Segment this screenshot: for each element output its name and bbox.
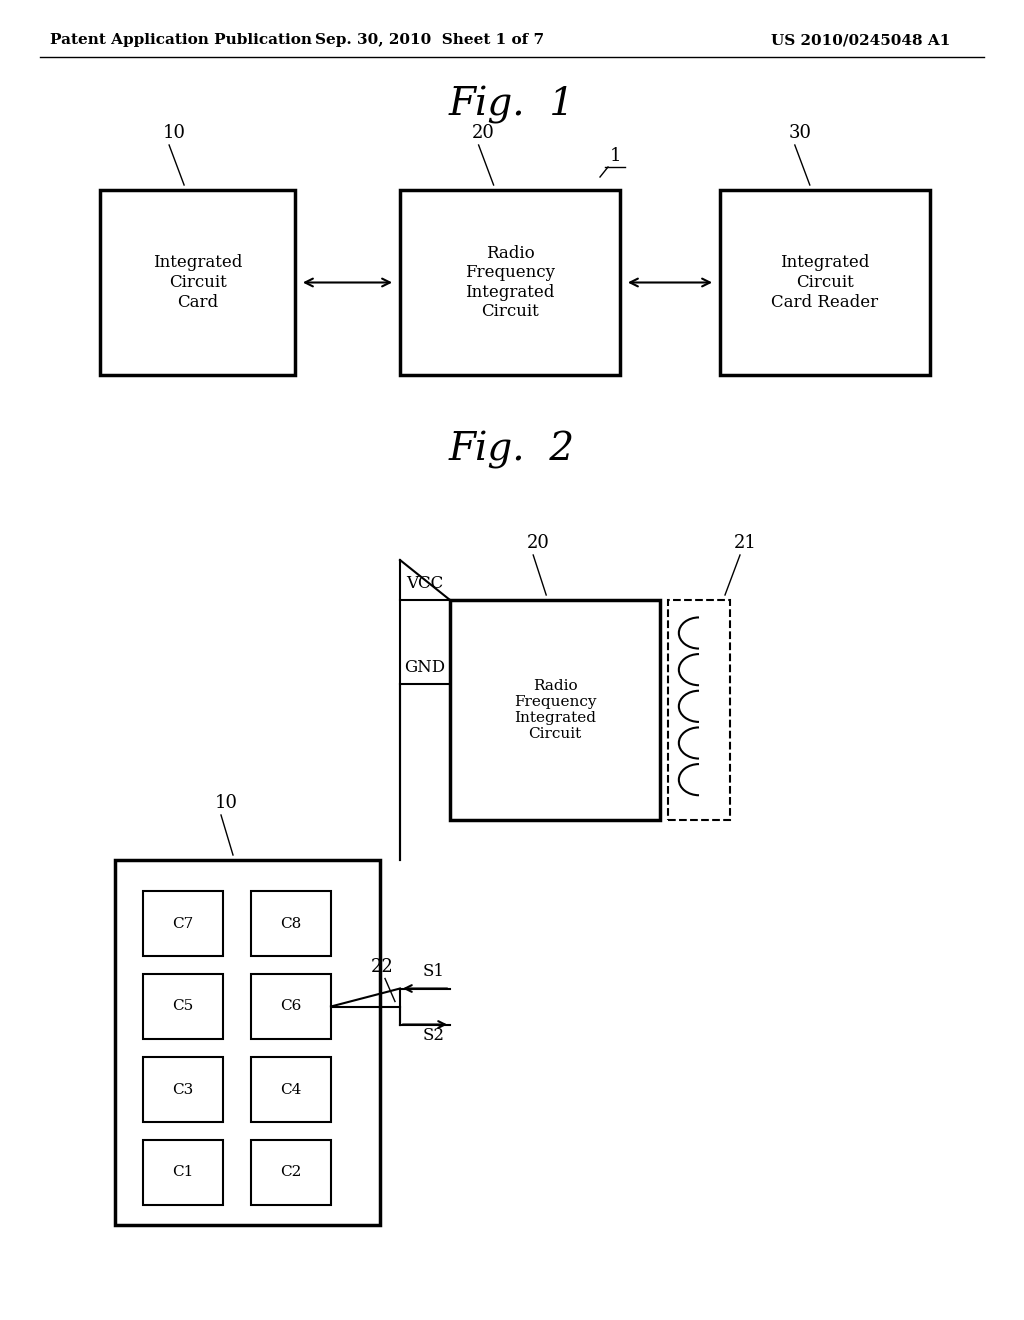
- Text: C1: C1: [172, 1166, 194, 1180]
- Text: 10: 10: [214, 795, 238, 812]
- Text: Sep. 30, 2010  Sheet 1 of 7: Sep. 30, 2010 Sheet 1 of 7: [315, 33, 545, 48]
- Text: US 2010/0245048 A1: US 2010/0245048 A1: [771, 33, 950, 48]
- Bar: [400, 190, 620, 375]
- Text: 10: 10: [163, 124, 185, 143]
- Text: Fig.  2: Fig. 2: [449, 432, 575, 469]
- Bar: [251, 1140, 331, 1205]
- Text: C6: C6: [281, 999, 302, 1014]
- Bar: [251, 891, 331, 956]
- Text: C5: C5: [172, 999, 194, 1014]
- Text: Patent Application Publication: Patent Application Publication: [50, 33, 312, 48]
- Bar: [143, 1057, 223, 1122]
- Bar: [115, 861, 380, 1225]
- Text: 1: 1: [609, 147, 621, 165]
- Bar: [251, 1057, 331, 1122]
- Text: VCC: VCC: [407, 576, 443, 591]
- Text: Radio
Frequency
Integrated
Circuit: Radio Frequency Integrated Circuit: [465, 244, 555, 321]
- Text: Integrated
Circuit
Card Reader: Integrated Circuit Card Reader: [771, 255, 879, 310]
- Text: GND: GND: [404, 659, 445, 676]
- Text: 21: 21: [733, 535, 757, 552]
- Text: C4: C4: [281, 1082, 302, 1097]
- Bar: [143, 891, 223, 956]
- Text: 22: 22: [371, 958, 393, 977]
- Text: C7: C7: [172, 916, 194, 931]
- Text: C8: C8: [281, 916, 302, 931]
- Text: Integrated
Circuit
Card: Integrated Circuit Card: [153, 255, 243, 310]
- Text: C3: C3: [172, 1082, 194, 1097]
- Bar: [100, 190, 295, 375]
- Text: S1: S1: [423, 964, 445, 981]
- Text: C2: C2: [281, 1166, 302, 1180]
- Text: 30: 30: [788, 124, 811, 143]
- Bar: [143, 974, 223, 1039]
- Text: Radio
Frequency
Integrated
Circuit: Radio Frequency Integrated Circuit: [514, 678, 596, 742]
- Text: Fig.  1: Fig. 1: [449, 86, 575, 124]
- Bar: [251, 974, 331, 1039]
- Text: 20: 20: [526, 535, 550, 552]
- Text: S2: S2: [423, 1027, 445, 1044]
- Text: 20: 20: [472, 124, 495, 143]
- Bar: [143, 1140, 223, 1205]
- Bar: [668, 601, 730, 820]
- Bar: [720, 190, 930, 375]
- Bar: [450, 601, 660, 820]
